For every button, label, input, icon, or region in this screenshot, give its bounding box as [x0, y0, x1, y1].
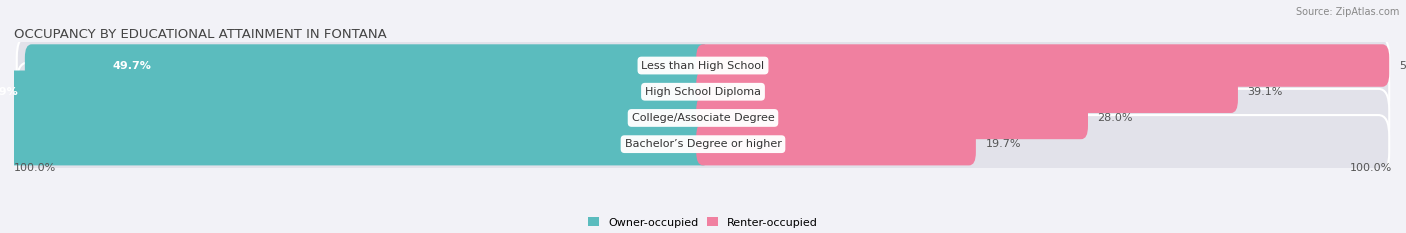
FancyBboxPatch shape	[0, 123, 710, 165]
FancyBboxPatch shape	[17, 36, 1389, 95]
Text: 100.0%: 100.0%	[14, 163, 56, 173]
FancyBboxPatch shape	[696, 123, 976, 165]
Text: Less than High School: Less than High School	[641, 61, 765, 71]
Text: 100.0%: 100.0%	[1350, 163, 1392, 173]
Text: College/Associate Degree: College/Associate Degree	[631, 113, 775, 123]
Text: OCCUPANCY BY EDUCATIONAL ATTAINMENT IN FONTANA: OCCUPANCY BY EDUCATIONAL ATTAINMENT IN F…	[14, 28, 387, 41]
Legend: Owner-occupied, Renter-occupied: Owner-occupied, Renter-occupied	[588, 217, 818, 228]
FancyBboxPatch shape	[696, 44, 1389, 87]
FancyBboxPatch shape	[17, 89, 1389, 147]
FancyBboxPatch shape	[0, 71, 710, 113]
Text: 60.9%: 60.9%	[0, 87, 18, 97]
FancyBboxPatch shape	[0, 97, 710, 139]
Text: 28.0%: 28.0%	[1098, 113, 1133, 123]
Text: Bachelor’s Degree or higher: Bachelor’s Degree or higher	[624, 139, 782, 149]
FancyBboxPatch shape	[17, 63, 1389, 121]
Text: Source: ZipAtlas.com: Source: ZipAtlas.com	[1295, 7, 1399, 17]
Text: High School Diploma: High School Diploma	[645, 87, 761, 97]
Text: 19.7%: 19.7%	[986, 139, 1021, 149]
Text: 39.1%: 39.1%	[1247, 87, 1282, 97]
FancyBboxPatch shape	[25, 44, 710, 87]
Text: 50.3%: 50.3%	[1399, 61, 1406, 71]
FancyBboxPatch shape	[696, 71, 1237, 113]
FancyBboxPatch shape	[696, 97, 1088, 139]
FancyBboxPatch shape	[17, 115, 1389, 173]
Text: 49.7%: 49.7%	[112, 61, 150, 71]
